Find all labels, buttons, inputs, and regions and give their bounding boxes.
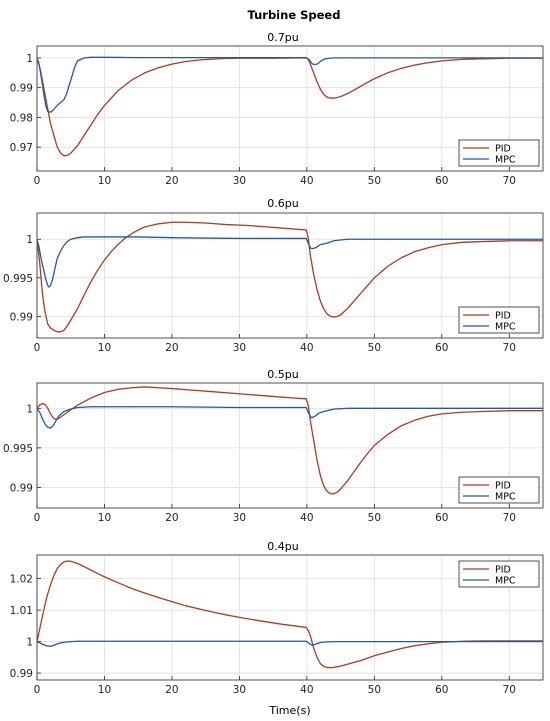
x-tick-label: 50 [368,684,381,696]
x-tick-label: 20 [165,342,178,354]
x-tick-label: 70 [503,175,516,187]
legend-box [458,139,540,167]
subplot-title: 0.7pu [267,31,298,44]
legend-box [458,476,540,504]
x-tick-label: 10 [98,175,111,187]
axes-box [36,45,544,172]
y-tick-label: 0.995 [3,273,33,285]
x-tick-label: 0 [34,342,41,354]
x-tick-label: 30 [233,175,246,187]
x-tick-label: 0 [34,684,41,696]
legend-label-pid: PID [495,311,511,322]
subplot-title: 0.5pu [267,368,298,381]
figure-title: Turbine Speed [248,8,341,22]
x-tick-label: 70 [503,512,516,524]
x-tick-label: 40 [300,512,313,524]
x-tick-label: 20 [165,512,178,524]
x-tick-label: 70 [503,342,516,354]
y-tick-label: 0.97 [10,142,33,154]
legend-box [458,306,540,334]
y-tick-label: 1.02 [10,574,33,586]
legend-label-pid: PID [495,481,511,492]
y-tick-label: 1 [26,403,33,415]
y-tick-label: 0.995 [3,443,33,455]
x-tick-label: 60 [435,684,448,696]
legend-label-pid: PID [495,144,511,155]
x-tick-label: 10 [98,342,111,354]
x-tick-label: 50 [368,512,381,524]
x-tick-label: 60 [435,175,448,187]
x-tick-label: 40 [300,175,313,187]
x-tick-label: 20 [165,175,178,187]
series-line-mpc [36,406,543,429]
x-tick-label: 60 [435,342,448,354]
y-tick-label: 1 [26,53,33,65]
y-tick-label: 0.99 [10,482,33,494]
x-tick-label: 0 [34,512,41,524]
x-tick-label: 50 [368,175,381,187]
y-tick-label: 0.99 [10,311,33,323]
series-line-pid [36,560,543,669]
subplot-title: 0.4pu [267,540,298,553]
x-tick-label: 20 [165,684,178,696]
y-tick-label: 0.98 [10,112,33,124]
x-tick-label: 30 [233,342,246,354]
y-tick-label: 1.01 [10,605,33,617]
legend-box [458,560,540,588]
x-tick-label: 10 [98,684,111,696]
legend-label-mpc: MPC [495,322,516,333]
y-tick-label: 1 [26,637,33,649]
series-line-mpc [36,640,543,647]
series-line-pid [36,221,543,333]
axes-box [36,382,544,509]
series-line-mpc [36,236,543,288]
series-line-mpc [36,56,543,113]
axes-box [36,554,544,681]
series-line-pid [36,386,543,495]
legend-label-mpc: MPC [495,492,516,503]
y-tick-label: 0.99 [10,668,33,680]
legend-label-mpc: MPC [495,155,516,166]
y-tick-label: 0.99 [10,83,33,95]
legend-label-mpc: MPC [495,576,516,587]
y-tick-label: 1 [26,234,33,246]
x-tick-label: 60 [435,512,448,524]
legend-label-pid: PID [495,565,511,576]
x-axis-label: Time(s) [268,704,310,717]
x-tick-label: 10 [98,512,111,524]
subplot-title: 0.6pu [267,197,298,210]
x-tick-label: 40 [300,684,313,696]
x-tick-label: 40 [300,342,313,354]
x-tick-label: 30 [233,684,246,696]
x-tick-label: 0 [34,175,41,187]
x-tick-label: 70 [503,684,516,696]
x-tick-label: 50 [368,342,381,354]
x-tick-label: 30 [233,512,246,524]
axes-box [36,212,544,339]
